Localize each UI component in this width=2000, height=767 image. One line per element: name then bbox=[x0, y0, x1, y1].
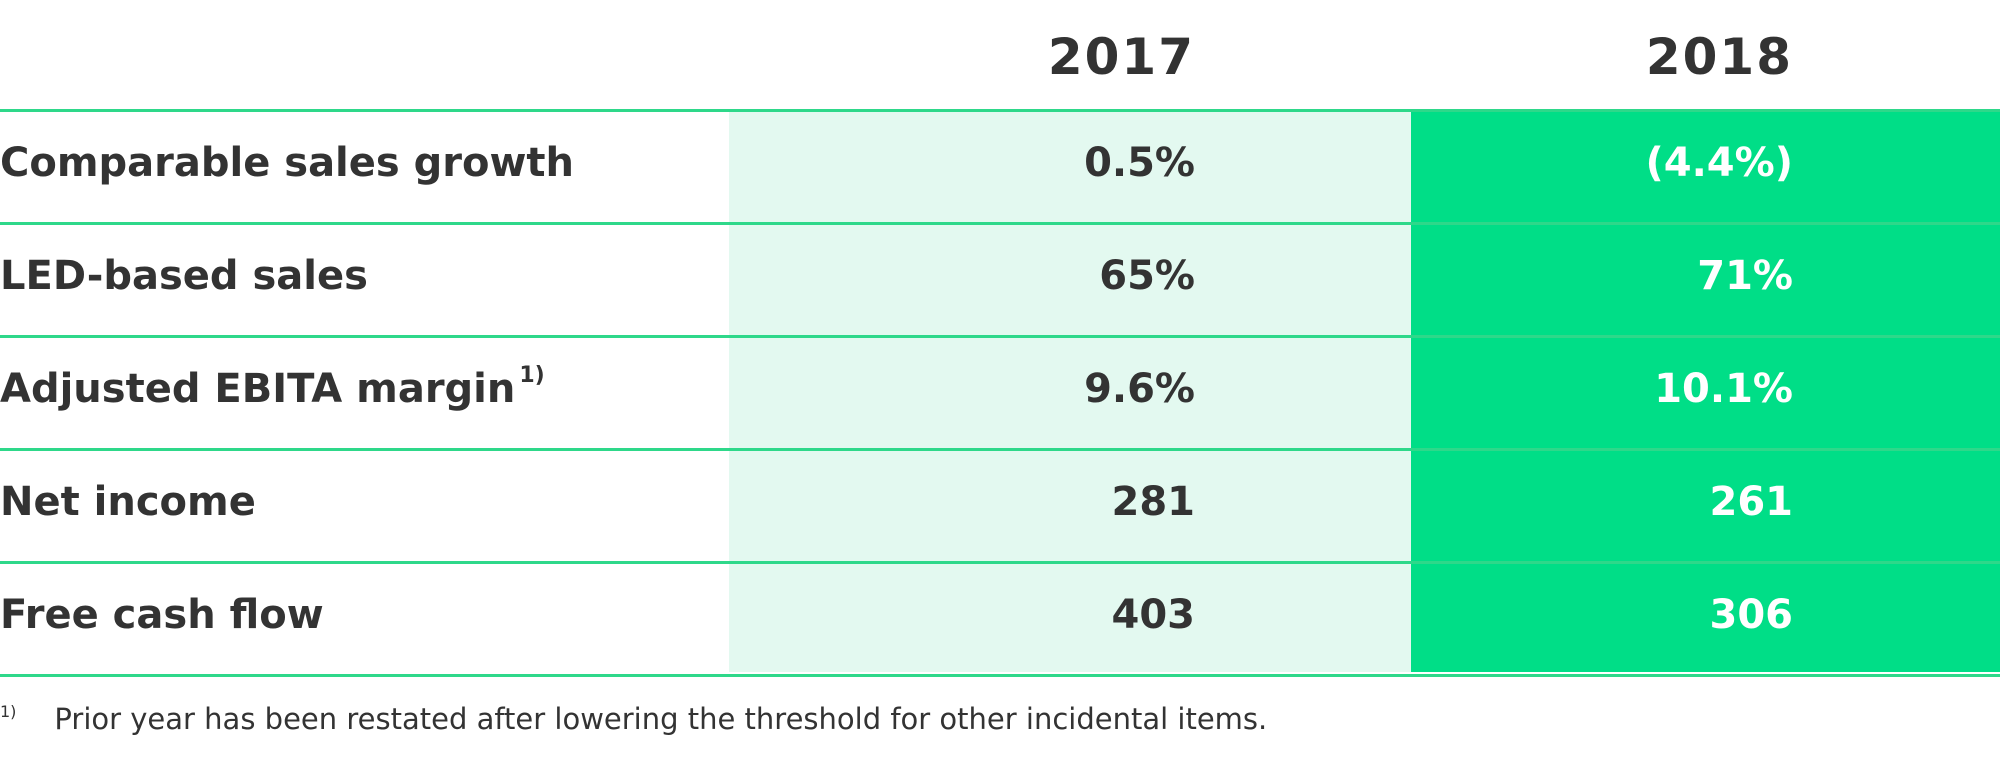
row-label: Free cash flow bbox=[0, 592, 324, 638]
value-2018: 261 bbox=[1709, 479, 1794, 525]
footnote-marker: 1) bbox=[0, 702, 17, 721]
value-2018: (4.4%) bbox=[1645, 140, 1794, 186]
table-row: Comparable sales growth 0.5% (4.4%) bbox=[0, 112, 2000, 225]
value-2017: 9.6% bbox=[1084, 366, 1195, 412]
row-label: Comparable sales growth bbox=[0, 140, 575, 186]
column-2017-background bbox=[729, 112, 1411, 672]
table-row: Net income 281 261 bbox=[0, 451, 2000, 564]
footnote-marker: 1) bbox=[519, 362, 545, 388]
table-row: Free cash flow 403 306 bbox=[0, 564, 2000, 677]
row-label: LED-based sales bbox=[0, 253, 368, 299]
column-header-2017: 2017 bbox=[1047, 28, 1195, 86]
value-2017: 403 bbox=[1111, 592, 1196, 638]
table-header: 2017 2018 bbox=[0, 0, 2000, 112]
value-2018: 71% bbox=[1697, 253, 1793, 299]
value-2018: 306 bbox=[1709, 592, 1794, 638]
value-2017: 0.5% bbox=[1084, 140, 1195, 186]
footnote: 1) Prior year has been restated after low… bbox=[0, 702, 1267, 736]
value-2017: 65% bbox=[1099, 253, 1195, 299]
table-row: Adjusted EBITA margin 1) 9.6% 10.1% bbox=[0, 338, 2000, 451]
row-label: Net income bbox=[0, 479, 256, 525]
value-2018: 10.1% bbox=[1654, 366, 1793, 412]
column-header-2018: 2018 bbox=[1645, 28, 1793, 86]
row-label: Adjusted EBITA margin 1) bbox=[0, 362, 545, 412]
column-2018-background bbox=[1411, 112, 2000, 672]
table-row: LED-based sales 65% 71% bbox=[0, 225, 2000, 338]
footnote-text: Prior year has been restated after lower… bbox=[54, 702, 1268, 736]
value-2017: 281 bbox=[1111, 479, 1196, 525]
